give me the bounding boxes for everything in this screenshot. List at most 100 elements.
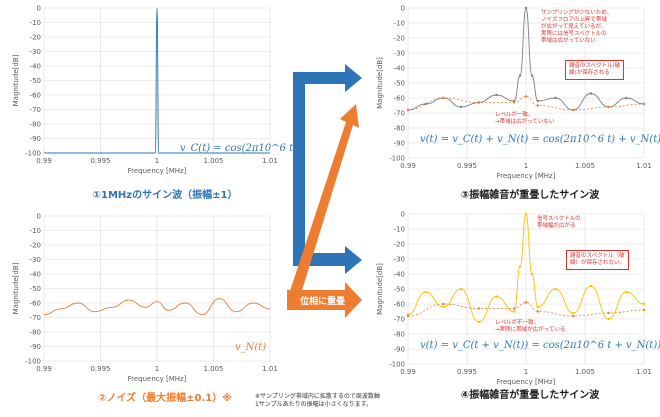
x-tick-label: 1.005 <box>575 368 595 376</box>
y-tick-label: -20 <box>30 34 41 42</box>
x-tick-label: 1 <box>155 157 159 165</box>
x-tick-label: 1.005 <box>575 162 595 170</box>
series-point <box>536 305 539 309</box>
series-point <box>536 310 539 313</box>
equation-4: v(t) = v_C(t + v_N(t)) = cos(2π10^6 t + … <box>420 340 660 351</box>
y-tick-label: -90 <box>30 343 41 351</box>
series-point <box>406 314 410 318</box>
note-4-top: 信号スペクトルの 帯域幅が広がる <box>537 216 581 229</box>
x-tick-label: 0.99 <box>36 157 52 165</box>
series-point <box>495 93 498 97</box>
series-point <box>442 305 445 309</box>
y-axis-label: Magnitude[dB] <box>376 57 384 109</box>
series-point <box>477 101 480 104</box>
y-tick-label: -30 <box>394 256 405 264</box>
x-tick-label: 1.01 <box>636 368 652 376</box>
y-tick-label: -30 <box>394 50 405 58</box>
series-point <box>459 287 463 291</box>
orange-top-label: 振幅に重畳 <box>318 130 345 176</box>
series-point <box>536 99 539 103</box>
y-tick-label: -10 <box>394 20 405 28</box>
y-tick-label: -50 <box>30 77 41 85</box>
series-point <box>513 307 516 310</box>
panel-1: 0 -10 -20 -30 -40 -50 -60 -70 -80 -90 -100 0.99 0.99… <box>0 0 280 185</box>
note-4-bottom: レベルが不一致。 →実際に帯域が広がっている <box>495 320 566 333</box>
y-axis-label: Magnitude[dB] <box>12 54 20 106</box>
series-point <box>530 74 534 77</box>
x-tick-label: 0.99 <box>400 162 416 170</box>
y-tick-label: -10 <box>30 227 41 235</box>
y-tick-label: -60 <box>394 301 405 309</box>
caption-4: ④振幅雑音が重畳したサイン波 <box>460 390 600 401</box>
caption-2: ②ノイズ（最大振幅±0.1）※ <box>98 393 232 404</box>
series-point <box>572 311 575 315</box>
footnote: ※サンプリング帯域内に拡散するので周波数軸 1サンプルあたりの振幅は小さくなります… <box>255 393 380 408</box>
y-tick-label: 0 <box>37 213 41 221</box>
x-axis-label: Frequency [MHz] <box>497 378 556 386</box>
y-tick-label: -90 <box>394 140 405 148</box>
series-point <box>607 311 610 315</box>
y-tick-label: -10 <box>30 19 41 27</box>
series-point <box>477 307 480 310</box>
x-tick-label: 1 <box>155 365 159 373</box>
series-point <box>554 96 557 100</box>
y-tick-label: -70 <box>394 316 405 324</box>
series-point <box>607 317 610 321</box>
y-tick-label: -70 <box>394 110 405 118</box>
equation-2: v_N(t) <box>235 342 267 353</box>
note-3-bottom: レベルが一致。 →帯域は広がっていない <box>495 112 555 125</box>
series-line-noise-dashed <box>407 96 645 111</box>
y-tick-label: -70 <box>30 106 41 114</box>
x-tick-label: 1.005 <box>203 365 223 373</box>
x-tick-label: 0.995 <box>457 368 477 376</box>
series-point <box>477 320 480 324</box>
series-point <box>524 6 528 10</box>
y-tick-label: -20 <box>394 35 405 43</box>
x-tick-label: 1.01 <box>262 365 278 373</box>
series-point <box>572 314 575 318</box>
y-tick-label: -90 <box>30 135 41 143</box>
y-tick-label: -10 <box>394 226 405 234</box>
y-tick-label: -90 <box>394 346 405 354</box>
series-point <box>424 102 427 106</box>
series-point <box>625 290 628 294</box>
series-line <box>43 298 271 316</box>
series-point <box>607 105 610 109</box>
caption-1: ①1MHzのサイン波（振幅±1） <box>92 190 238 201</box>
note-4-box: 雑音のスペクトル（破 線）が保存されない。 <box>566 250 630 270</box>
y-tick-label: -60 <box>30 92 41 100</box>
series-point <box>518 74 522 77</box>
x-tick-label: 1 <box>524 162 528 170</box>
y-tick-label: -30 <box>30 48 41 56</box>
y-tick-label: -80 <box>394 331 405 339</box>
x-tick-label: 1 <box>524 368 528 376</box>
panel-2: 0 -10 -20 -30 -40 -50 -60 -70 -80 -90 -100 0.99 0.99… <box>0 208 280 393</box>
series-line-noise-dashed <box>407 302 645 317</box>
series-point <box>554 287 557 291</box>
x-axis-label: Frequency [MHz] <box>128 167 187 175</box>
y-tick-label: -100 <box>389 361 405 369</box>
y-tick-label: -20 <box>394 241 405 249</box>
series-point <box>589 92 593 95</box>
series-point <box>642 308 646 312</box>
series-line <box>44 7 270 154</box>
series-point <box>530 272 534 276</box>
series-point <box>513 101 516 104</box>
x-tick-label: 0.995 <box>90 365 110 373</box>
series-point <box>424 290 427 294</box>
series-point <box>642 302 646 306</box>
y-tick-label: 0 <box>401 5 405 13</box>
y-tick-label: 0 <box>37 5 41 13</box>
series-point <box>536 104 539 107</box>
series-point <box>442 302 445 306</box>
y-tick-label: -40 <box>394 65 405 73</box>
y-tick-label: -50 <box>30 285 41 293</box>
x-tick-label: 1.01 <box>636 162 652 170</box>
y-tick-label: -70 <box>30 314 41 322</box>
equation-1: v_C(t) = cos(2π10^6 t) <box>180 143 298 154</box>
note-3-box: 雑音のスペクトル(破 線)が保存される <box>565 60 625 80</box>
y-tick-label: -80 <box>30 329 41 337</box>
y-tick-label: -100 <box>25 358 41 366</box>
